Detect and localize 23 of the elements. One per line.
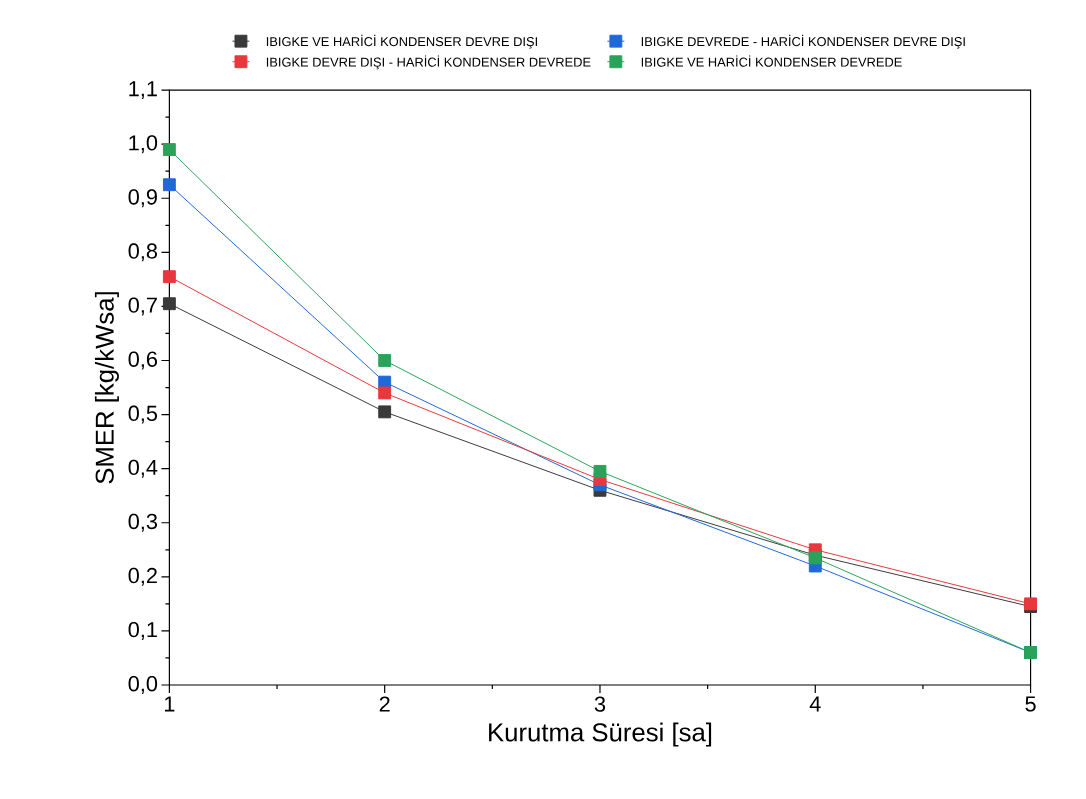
- legend-label: IBIGKE VE HARİCİ KONDENSER DEVRE DIŞI: [266, 34, 537, 49]
- y-tick-label: 0,7: [128, 297, 157, 316]
- x-tick-label: 4: [809, 696, 821, 712]
- x-axis-title: Kurutma Süresi [sa]: [489, 722, 712, 747]
- y-tick-label: 0,0: [128, 676, 158, 695]
- x-tick-label: 2: [379, 696, 390, 712]
- y-tick-label: 0,5: [128, 405, 158, 424]
- y-tick-label: 0,8: [128, 243, 158, 262]
- y-tick-label: 0,6: [128, 351, 158, 370]
- y-tick-label: 0,1: [128, 621, 157, 640]
- legend-label: IBIGKE VE HARİCİ KONDENSER DEVREDE: [641, 55, 902, 67]
- x-tick-label: 1: [164, 696, 175, 712]
- x-tick-label: 5: [1025, 696, 1036, 712]
- y-tick-label: 0,4: [128, 459, 158, 478]
- legend-label: IBIGKE DEVRE DIŞI - HARİCİ KONDENSER DEVREDE: [266, 55, 591, 70]
- y-axis-title: SMER [kg/kWsa]: [94, 292, 119, 484]
- y-tick-label: 1,0: [129, 135, 158, 154]
- x-tick-label: 3: [594, 696, 606, 712]
- y-tick-label: 1,1: [129, 81, 157, 100]
- y-tick-label: 0,9: [128, 189, 157, 208]
- y-tick-label: 0,3: [128, 513, 158, 532]
- legend-label: IBIGKE DEVREDE - HARİCİ KONDENSER DEVRE DIŞI: [641, 34, 965, 49]
- y-tick-label: 0,2: [128, 567, 157, 586]
